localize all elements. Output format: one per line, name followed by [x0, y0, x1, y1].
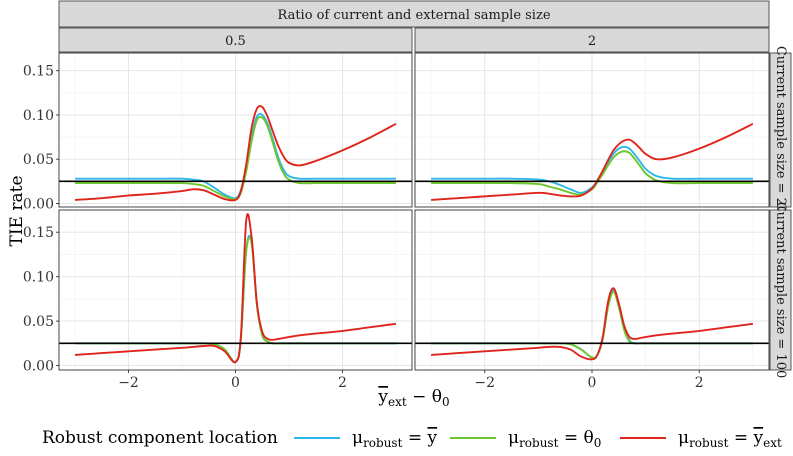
legend: Robust component location μrobust = y μr…: [42, 428, 782, 450]
x-axis-title-ext-sub: ext: [388, 395, 407, 409]
facet-top-title: Ratio of current and external sample siz…: [277, 8, 550, 23]
row-strip-1: [769, 209, 792, 371]
x-axis-title-minus: − θ: [407, 387, 442, 407]
col-strip-0: [58, 27, 413, 53]
y-tick-label: 0.15: [23, 225, 54, 241]
panel-1-1: [414, 209, 770, 371]
y-tick-label: 0.00: [23, 359, 54, 375]
panel-border: [58, 52, 413, 208]
facet-top-strip: [58, 0, 770, 28]
panel-0-0: [58, 52, 413, 208]
y-tick-label: 0.00: [23, 196, 54, 212]
x-axis-title: yext − θ0: [377, 387, 449, 409]
legend-title: Robust component location: [42, 428, 278, 448]
x-tick-label: 0: [231, 375, 240, 391]
y-tick-label: 0.10: [23, 270, 54, 286]
x-tick-label: 0: [588, 375, 597, 391]
series-line-ybar-ext: [431, 122, 754, 201]
series-line-ybar-ext: [74, 213, 397, 364]
panel-1-0: [58, 209, 413, 371]
series-line-theta0: [431, 150, 753, 196]
panels-group: [58, 52, 770, 371]
col-strip-label-1: 2: [588, 34, 596, 49]
y-tick-label: 0.05: [23, 152, 54, 168]
panel-0-1: [414, 52, 770, 208]
y-axis-title: TIE rate: [7, 175, 27, 246]
x-tick-label: −2: [474, 375, 495, 391]
x-tick-label: −2: [118, 375, 139, 391]
y-ticks-group: 0.00 0.05 0.10 0.15 0.00 0.05 0.10 0.15: [23, 64, 59, 375]
row-strip-0: [769, 52, 792, 208]
legend-label-ybar-ext: μrobust = yext: [678, 428, 782, 450]
series-line-ybar-ext: [74, 105, 397, 202]
series-line-ybar-ext: [431, 287, 754, 361]
x-tick-label: 2: [338, 375, 347, 391]
col-strip-1: [414, 27, 770, 53]
x-axis-title-ybar: y: [377, 387, 388, 407]
x-axis-title-zero-sub: 0: [442, 395, 450, 409]
y-tick-label: 0.05: [23, 314, 54, 330]
y-tick-label: 0.10: [23, 108, 54, 124]
legend-label-theta0: μrobust = θ0: [508, 428, 601, 450]
row-strip-label-1: Current sample size = 100: [773, 202, 788, 379]
x-tick-label: 2: [695, 375, 704, 391]
col-strip-label-0: 0.5: [225, 34, 246, 49]
y-tick-label: 0.15: [23, 64, 54, 80]
x-ticks-group: −2 0 2 −2 0 2: [118, 370, 704, 391]
series-line-theta0: [75, 116, 396, 201]
panel-border: [414, 52, 770, 208]
legend-label-ybar: μrobust = y: [352, 428, 437, 450]
row-strip-label-0: Current sample size = 20: [773, 46, 788, 214]
